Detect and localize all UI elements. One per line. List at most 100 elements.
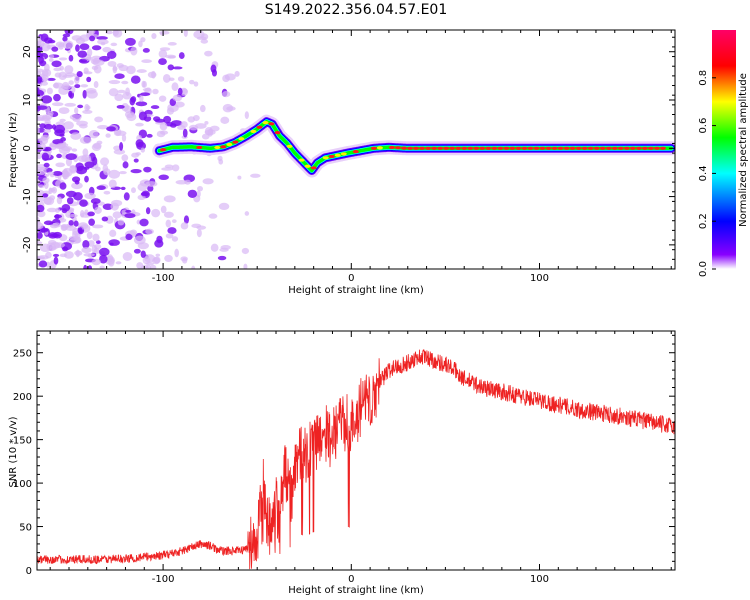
- ridge-peak: [611, 146, 618, 150]
- noise-blob: [138, 111, 148, 121]
- noise-blob: [80, 84, 89, 88]
- colorbar-gradient: [712, 30, 736, 269]
- noise-blob: [199, 104, 206, 113]
- noise-blob: [37, 204, 45, 213]
- noise-blob: [45, 251, 52, 259]
- noise-blob: [139, 218, 149, 227]
- noise-blob: [189, 79, 195, 85]
- noise-blob: [140, 147, 146, 153]
- noise-blob: [92, 59, 105, 66]
- ridge-peak: [250, 129, 257, 133]
- noise-blob: [43, 123, 53, 130]
- noise-blob: [70, 132, 82, 140]
- noise-blob: [37, 222, 44, 230]
- noise-blob: [250, 173, 261, 178]
- noise-blob: [76, 120, 88, 127]
- noise-blob: [71, 176, 81, 183]
- noise-blob: [158, 49, 168, 59]
- noise-blob: [86, 76, 92, 83]
- ridge-peak: [515, 146, 522, 150]
- noise-blob: [43, 129, 52, 134]
- noise-blob: [64, 65, 74, 74]
- x-tick-label: 0: [348, 273, 354, 284]
- ridge-peak: [533, 146, 540, 150]
- noise-blob: [84, 192, 96, 200]
- noise-blob: [166, 107, 175, 115]
- noise-blob: [68, 219, 74, 226]
- noise-blob: [171, 219, 177, 224]
- noise-blob: [142, 87, 152, 92]
- noise-blob: [74, 75, 80, 85]
- noise-blob: [83, 71, 93, 75]
- noise-blob: [122, 161, 129, 169]
- noise-blob: [105, 30, 113, 35]
- noise-blob: [109, 229, 117, 238]
- noise-blob: [124, 213, 136, 219]
- colorbar-tick-label: 0.0: [698, 261, 709, 277]
- noise-blob: [167, 55, 176, 59]
- noise-blob: [87, 265, 93, 269]
- noise-blob: [221, 91, 231, 98]
- noise-blob: [88, 129, 99, 139]
- colorbar-ticks: 0.0 0.2 0.4 0.6 0.8: [698, 70, 716, 277]
- noise-blob: [145, 181, 158, 187]
- noise-blob: [146, 133, 153, 138]
- noise-blob: [155, 253, 161, 257]
- noise-blob: [177, 87, 183, 96]
- noise-blob: [83, 264, 88, 269]
- noise-blob: [154, 239, 164, 248]
- noise-blob: [82, 240, 90, 249]
- noise-blob: [167, 64, 175, 71]
- noise-blob: [149, 264, 157, 269]
- ridge-peak: [617, 146, 624, 150]
- spectrogram-y-axis-label: Frequency (Hz): [8, 112, 19, 188]
- noise-blob: [165, 219, 172, 228]
- spectrogram-y-ticks: -20 -10 0 10 20: [22, 36, 675, 270]
- noise-blob: [90, 198, 101, 205]
- noise-blob: [158, 95, 167, 102]
- noise-blob: [91, 143, 102, 151]
- ridge-peak: [563, 146, 570, 150]
- ridge-peak: [503, 146, 510, 150]
- noise-blob: [43, 162, 50, 168]
- spectrogram-ridge: [152, 114, 675, 178]
- noise-blob: [58, 86, 69, 95]
- noise-blob: [68, 54, 74, 62]
- noise-blob: [43, 37, 53, 44]
- noise-blob: [74, 107, 79, 114]
- noise-blob: [210, 64, 217, 73]
- noise-blob: [154, 118, 166, 123]
- snr-series-line: [37, 349, 675, 570]
- noise-blob: [163, 211, 174, 218]
- ridge-peak: [268, 122, 275, 126]
- noise-blob: [62, 81, 70, 89]
- noise-blob: [74, 84, 81, 89]
- noise-blob: [108, 179, 117, 189]
- noise-blob: [131, 152, 140, 158]
- noise-blob: [151, 208, 161, 218]
- noise-blob: [37, 216, 40, 224]
- noise-blob: [191, 265, 196, 269]
- noise-blob: [201, 133, 210, 140]
- noise-blob: [117, 89, 126, 94]
- noise-blob: [66, 197, 74, 205]
- noise-blob: [202, 178, 214, 185]
- noise-blob: [86, 89, 98, 99]
- noise-blob: [135, 122, 144, 127]
- noise-blob: [71, 182, 83, 190]
- noise-blob: [40, 134, 50, 141]
- noise-blob: [125, 233, 133, 241]
- ridge-peak: [425, 146, 432, 150]
- noise-blob: [79, 136, 92, 144]
- ridge-peak: [352, 150, 359, 154]
- noise-blob: [103, 190, 111, 195]
- snr-panel: -100 0 100 0 50 100 150 200 250 Height of strai…: [8, 330, 676, 596]
- noise-blob: [77, 104, 84, 109]
- noise-blob: [183, 30, 188, 37]
- noise-blob: [102, 203, 114, 211]
- noise-blob: [187, 189, 198, 198]
- noise-blob: [244, 111, 249, 120]
- noise-blob: [220, 116, 230, 124]
- ridge-peak: [575, 146, 582, 150]
- ridge-peak: [214, 145, 221, 150]
